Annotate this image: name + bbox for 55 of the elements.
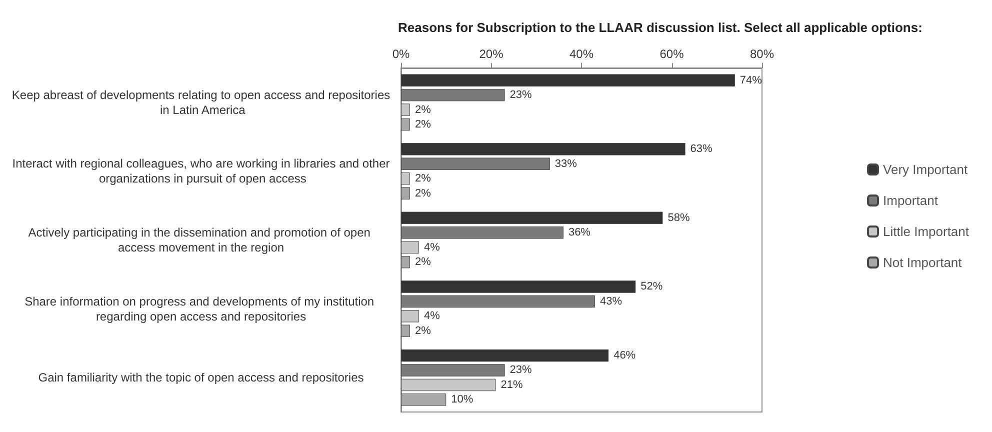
data-label: 23% (510, 364, 532, 376)
bar (401, 394, 446, 406)
data-label: 2% (415, 324, 432, 337)
data-label: 21% (500, 378, 523, 391)
data-label: 10% (451, 394, 474, 406)
data-label: 2% (415, 118, 432, 130)
data-label: 2% (415, 104, 432, 116)
bar (401, 295, 596, 308)
data-label: 63% (690, 143, 713, 156)
data-label: 2% (415, 256, 432, 268)
data-label: 74% (740, 74, 762, 86)
x-tick-label: 20% (479, 47, 504, 61)
data-label: 4% (424, 310, 440, 322)
bar (401, 364, 505, 376)
legend-label: Little Important (883, 224, 970, 239)
y-tick-label: Actively participating in the dissemination and promotion of open access movement in the region (28, 226, 374, 254)
y-tick-label: Interact with regional colleagues, who are working in libraries and other organizations in pursuit of open access (12, 156, 390, 186)
legend-label: Not Important (883, 255, 962, 270)
data-label: 52% (640, 280, 663, 293)
y-tick-label: Gain familiarity with the topic of open access and repositories (38, 370, 364, 385)
data-label: 4% (424, 241, 440, 254)
legend-label: Important (883, 193, 938, 208)
bar (401, 118, 410, 131)
x-tick-label: 40% (569, 47, 594, 61)
x-tick-label: 80% (750, 47, 774, 61)
bar (401, 158, 550, 170)
data-label: 58% (668, 212, 690, 224)
bar (401, 88, 505, 102)
x-tick-label: 0% (392, 47, 410, 61)
bar (401, 226, 564, 239)
bar (401, 187, 410, 200)
data-label: 43% (600, 295, 622, 308)
data-label: 2% (415, 172, 432, 185)
y-tick-label: Share information on progress and developments of my institution regarding open access and repositories (24, 294, 378, 324)
bar (401, 74, 735, 86)
bar (401, 280, 636, 293)
bar (401, 324, 410, 338)
data-label: 36% (568, 226, 591, 239)
data-label: 2% (415, 187, 432, 200)
bar (401, 212, 663, 224)
bar (401, 142, 686, 156)
x-tick-label: 60% (660, 47, 684, 61)
data-label: 46% (614, 350, 636, 362)
y-tick-label: Keep abreast of developments relating to open access and repositories in Latin America (12, 88, 390, 117)
bar (401, 241, 420, 254)
bar (401, 104, 410, 116)
data-label: 23% (510, 89, 532, 102)
chart-title: Reasons for Subscription to the LLAAR discussion list. Select all applicable options: (398, 20, 922, 35)
bar (401, 256, 410, 268)
bar (401, 172, 410, 185)
data-label: 33% (554, 158, 578, 170)
bar (401, 378, 496, 392)
bar (401, 349, 609, 362)
legend-label: Very Important (883, 162, 968, 177)
bar (401, 310, 420, 322)
